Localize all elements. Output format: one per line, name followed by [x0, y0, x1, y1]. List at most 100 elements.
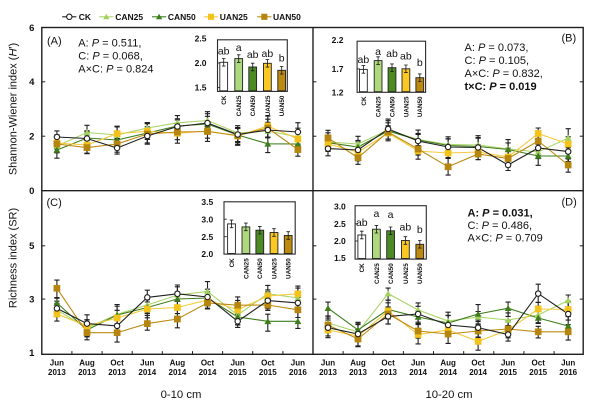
- svg-text:CAN25: CAN25: [115, 12, 143, 22]
- svg-text:2013: 2013: [108, 368, 126, 377]
- svg-text:A: P = 0.031,: A: P = 0.031,: [468, 208, 533, 220]
- svg-text:5: 5: [29, 241, 35, 252]
- svg-text:UAN25: UAN25: [403, 263, 410, 284]
- svg-text:4: 4: [29, 77, 35, 88]
- svg-text:Jun: Jun: [561, 359, 575, 368]
- svg-text:2015: 2015: [499, 368, 517, 377]
- svg-text:2013: 2013: [319, 368, 337, 377]
- svg-text:Jun: Jun: [411, 359, 425, 368]
- svg-text:2014: 2014: [199, 368, 217, 377]
- svg-text:2015: 2015: [529, 368, 547, 377]
- svg-text:UAN50: UAN50: [279, 95, 286, 116]
- svg-text:1.2: 1.2: [332, 87, 344, 97]
- svg-text:ab: ab: [358, 54, 370, 66]
- svg-text:a: a: [373, 208, 379, 220]
- svg-text:ab: ab: [356, 217, 368, 229]
- svg-text:C: P = 0.105,: C: P = 0.105,: [465, 55, 530, 67]
- svg-text:Jun: Jun: [231, 359, 245, 368]
- svg-text:2013: 2013: [349, 368, 367, 377]
- svg-text:b: b: [417, 57, 423, 69]
- svg-text:2014: 2014: [409, 368, 427, 377]
- svg-text:CAN50: CAN50: [250, 95, 257, 116]
- svg-text:A: P = 0.073,: A: P = 0.073,: [465, 42, 529, 54]
- svg-text:2.0: 2.0: [195, 58, 207, 68]
- svg-text:b: b: [417, 224, 423, 236]
- svg-text:2013: 2013: [48, 368, 66, 377]
- svg-text:6: 6: [29, 23, 34, 34]
- svg-text:A: P = 0.511,: A: P = 0.511,: [78, 38, 141, 50]
- svg-text:Jun: Jun: [140, 359, 154, 368]
- svg-text:Oct: Oct: [110, 359, 124, 368]
- svg-text:2014: 2014: [439, 368, 457, 377]
- svg-text:(B): (B): [562, 33, 577, 45]
- svg-text:10-20 cm: 10-20 cm: [425, 389, 472, 401]
- svg-text:0: 0: [29, 186, 34, 197]
- svg-text:Aug: Aug: [79, 359, 95, 368]
- svg-text:CAN25: CAN25: [374, 263, 381, 284]
- svg-text:2016: 2016: [559, 368, 577, 377]
- svg-text:2014: 2014: [169, 368, 187, 377]
- svg-text:(C): (C): [47, 197, 62, 209]
- svg-text:1.5: 1.5: [195, 83, 207, 93]
- svg-text:CAN25: CAN25: [243, 258, 250, 279]
- svg-text:a: a: [375, 46, 381, 58]
- svg-text:(A): (A): [47, 36, 62, 48]
- svg-text:(D): (D): [562, 197, 577, 209]
- svg-text:CAN50: CAN50: [388, 263, 395, 284]
- svg-text:ab: ab: [218, 46, 230, 58]
- svg-text:2.0: 2.0: [334, 236, 346, 246]
- svg-text:ab: ab: [400, 50, 412, 62]
- svg-text:2014: 2014: [469, 368, 487, 377]
- svg-text:1: 1: [29, 348, 35, 359]
- svg-text:CAN50: CAN50: [168, 12, 196, 22]
- svg-text:UAN50: UAN50: [417, 96, 424, 117]
- svg-text:CK: CK: [79, 12, 92, 22]
- svg-text:UAN50: UAN50: [273, 12, 301, 22]
- svg-text:A×C: P = 0.709: A×C: P = 0.709: [468, 233, 543, 245]
- svg-text:a: a: [236, 42, 242, 54]
- svg-text:Oct: Oct: [532, 359, 546, 368]
- svg-text:t×C: P = 0.019: t×C: P = 0.019: [465, 81, 537, 93]
- svg-text:C: P = 0.486,: C: P = 0.486,: [468, 220, 533, 232]
- svg-text:2013: 2013: [78, 368, 96, 377]
- svg-text:Aug: Aug: [170, 359, 186, 368]
- svg-text:CAN50: CAN50: [257, 258, 264, 279]
- svg-text:2014: 2014: [138, 368, 156, 377]
- svg-text:Jun: Jun: [321, 359, 335, 368]
- svg-text:Richness index (SR): Richness index (SR): [8, 208, 20, 308]
- svg-text:b: b: [279, 53, 285, 65]
- svg-text:2.2: 2.2: [332, 35, 344, 45]
- svg-text:Oct: Oct: [381, 359, 395, 368]
- svg-text:2.5: 2.5: [195, 34, 207, 44]
- svg-text:CK: CK: [361, 96, 368, 106]
- svg-text:1.5: 1.5: [334, 253, 346, 263]
- svg-text:Jun: Jun: [291, 359, 305, 368]
- svg-text:3.5: 3.5: [201, 197, 213, 207]
- svg-text:ab: ab: [386, 48, 398, 60]
- svg-text:Oct: Oct: [201, 359, 215, 368]
- svg-text:3: 3: [29, 295, 34, 306]
- svg-text:A×C: P = 0.832,: A×C: P = 0.832,: [465, 68, 543, 80]
- svg-text:UAN25: UAN25: [271, 258, 278, 279]
- svg-text:ab: ab: [400, 221, 412, 233]
- svg-text:UAN25: UAN25: [403, 96, 410, 117]
- svg-text:2015: 2015: [259, 368, 277, 377]
- svg-text:2.5: 2.5: [201, 232, 213, 242]
- svg-text:CAN25: CAN25: [236, 95, 243, 116]
- svg-text:Jun: Jun: [501, 359, 515, 368]
- svg-text:ab: ab: [247, 49, 259, 61]
- svg-text:CK: CK: [359, 263, 366, 273]
- svg-text:1.7: 1.7: [332, 64, 344, 74]
- svg-text:UAN50: UAN50: [286, 258, 293, 279]
- svg-text:UAN50: UAN50: [417, 263, 424, 284]
- svg-text:2015: 2015: [229, 368, 247, 377]
- svg-text:2013: 2013: [379, 368, 397, 377]
- svg-text:3.0: 3.0: [334, 202, 346, 212]
- svg-text:UAN25: UAN25: [265, 95, 272, 116]
- svg-text:C: P = 0.068,: C: P = 0.068,: [78, 51, 143, 63]
- svg-text:2016: 2016: [289, 368, 307, 377]
- svg-text:ab: ab: [262, 48, 274, 60]
- svg-text:CAN50: CAN50: [389, 96, 396, 117]
- svg-text:a: a: [388, 209, 394, 221]
- svg-text:CAN25: CAN25: [376, 96, 383, 117]
